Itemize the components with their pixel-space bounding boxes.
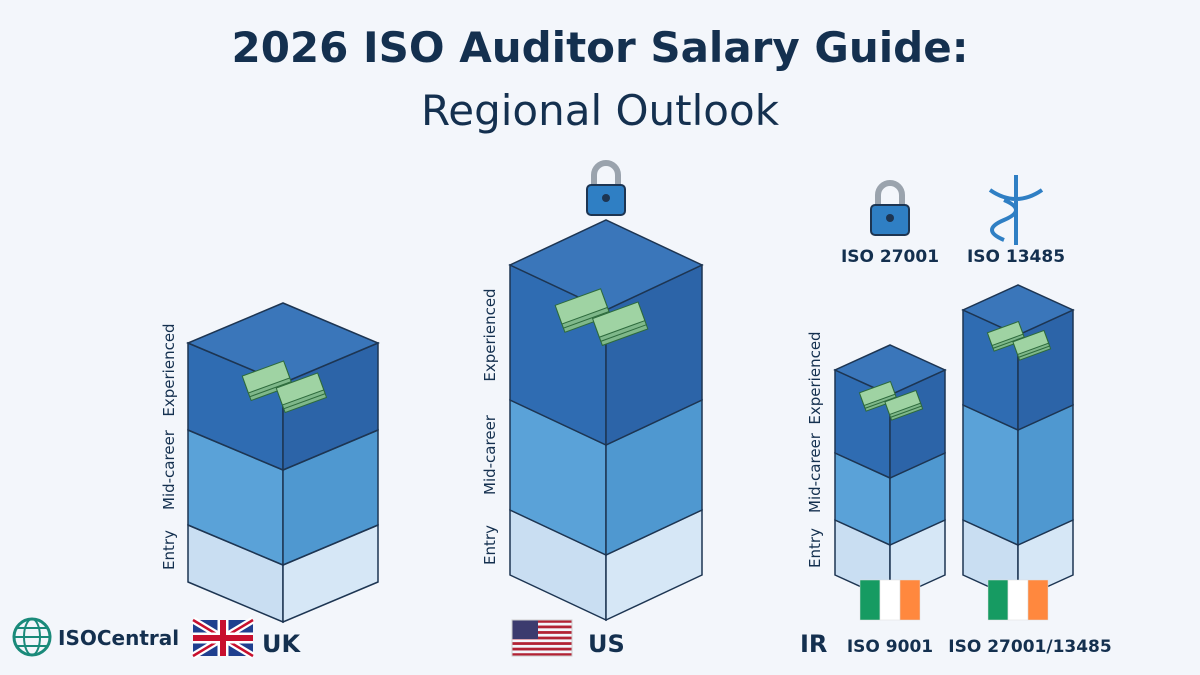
flag-band (1027, 579, 1049, 621)
country-label: US (588, 630, 625, 658)
box-top (833, 344, 947, 396)
cash (554, 288, 609, 325)
tier-label: Experienced (160, 323, 178, 416)
cash (858, 380, 896, 407)
flag-band (899, 579, 921, 621)
box-top (961, 284, 1075, 336)
flag-stripe (512, 653, 572, 656)
tier-label: Experienced (481, 288, 499, 381)
logo: ISOCentral (12, 617, 179, 657)
flag-band (987, 579, 1009, 621)
title: 2026 ISO Auditor Salary Guide: (231, 23, 968, 72)
tier-label: Mid-career (806, 432, 824, 513)
flag-cross (193, 620, 253, 656)
cash (275, 372, 325, 406)
brand: ISOCentral (58, 626, 179, 650)
subtitle: Regional Outlook (421, 86, 780, 135)
cash (1012, 329, 1050, 356)
flag-band (1007, 579, 1029, 621)
cash (986, 320, 1024, 347)
iso-bar-label: ISO 27001/13485 (948, 637, 1111, 657)
cash (241, 360, 291, 394)
flag-stripe (512, 647, 572, 651)
tier-label: Experienced (806, 331, 824, 424)
flag-band (879, 579, 901, 621)
tier-label: Entry (806, 528, 824, 568)
keyhole (886, 214, 894, 222)
flag-stripe (512, 631, 572, 634)
iso-icon-label: ISO 27001 (841, 247, 939, 267)
cash (591, 301, 646, 338)
lock-shackle (591, 160, 621, 185)
flag-band (859, 579, 881, 621)
flag-stripe (512, 620, 572, 623)
cash (884, 389, 922, 416)
country-label: IR (800, 630, 827, 658)
tier-label: Entry (481, 525, 499, 565)
caduceus (988, 175, 1044, 245)
box-top (508, 219, 704, 311)
flag-canton (512, 620, 538, 639)
lock-shackle (875, 180, 905, 205)
keyhole (602, 194, 610, 202)
tier-label: Mid-career (481, 414, 499, 495)
country-label: UK (262, 630, 301, 658)
tier-label: Entry (160, 530, 178, 570)
iso-bar-label: ISO 9001 (847, 637, 933, 657)
tier-label: Mid-career (160, 429, 178, 510)
box-top (186, 302, 380, 384)
flag-stripe (512, 636, 572, 640)
flag-stripe (512, 642, 572, 645)
flag-border (511, 619, 573, 657)
flag-stripe (512, 625, 572, 629)
iso-icon-label: ISO 13485 (967, 247, 1065, 267)
